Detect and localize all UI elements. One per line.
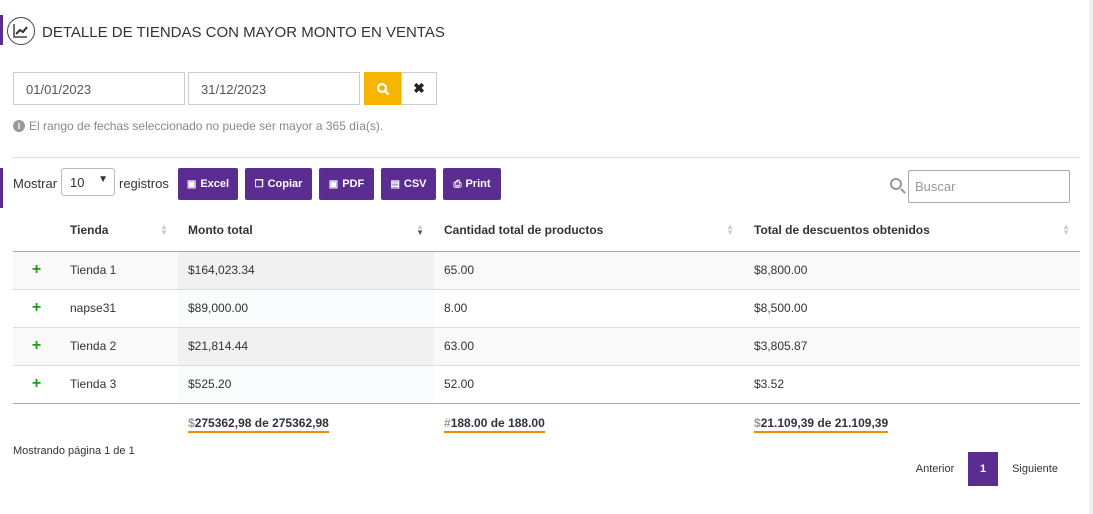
close-icon: ✖ [413,80,425,96]
csv-button[interactable]: ▤ CSV [381,168,436,200]
sort-desc-icon: ▲ ▼ [416,222,424,237]
cell-tienda: Tienda 2 [60,326,178,365]
search-icon [890,178,902,190]
cell-cantidad: 52.00 [434,364,744,403]
cell-cantidad: 65.00 [434,250,744,289]
column-header-cantidad[interactable]: Cantidad total de productos ▲ ▼ [434,210,744,252]
total-monto: $275362,98 de 275362,98 [178,402,434,443]
cell-descuentos: $8,800.00 [744,250,1080,289]
expand-plus-icon[interactable]: + [13,288,60,327]
total-descuentos: $21.109,39 de 21.109,39 [744,402,1080,443]
title-accent [0,15,3,45]
expand-column-header [13,210,60,252]
cell-tienda: Tienda 1 [60,250,178,289]
trend-chart-icon [7,17,35,45]
records-label: registros [119,176,169,191]
expand-plus-icon[interactable]: + [13,326,60,365]
copy-button[interactable]: ❐ Copiar [245,168,312,200]
pdf-label: PDF [342,178,365,190]
table-search-input[interactable]: Buscar [908,170,1070,203]
chevron-down-icon: ▼ [98,174,108,185]
cell-cantidad: 8.00 [434,288,744,327]
divider [13,157,1080,158]
scrollbar[interactable] [1089,0,1093,514]
pdf-file-icon: ▣ [328,178,339,190]
page-1-button[interactable]: 1 [968,452,998,486]
excel-file-icon: ▣ [186,178,197,190]
cell-monto: $164,023.34 [178,250,434,289]
search-icon [376,82,390,95]
show-label: Mostrar [13,176,58,191]
cell-cantidad: 63.00 [434,326,744,365]
search-button[interactable] [364,72,402,105]
column-header-monto[interactable]: Monto total ▲ ▼ [178,210,434,252]
table-row: + Tienda 2 $21,814.44 63.00 $3,805.87 [13,326,1080,365]
previous-page-button[interactable]: Anterior [915,463,955,475]
cell-descuentos: $8,500.00 [744,288,1080,327]
expand-plus-icon[interactable]: + [13,364,60,403]
page-size-value: 10 [70,175,85,190]
next-page-button[interactable]: Siguiente [1012,463,1058,475]
copy-icon: ❐ [254,178,264,190]
csv-file-icon: ▤ [390,178,400,190]
cell-tienda: Tienda 3 [60,364,178,403]
date-to-input[interactable]: 31/12/2023 [188,72,360,105]
total-cantidad: #188.00 de 188.00 [434,402,744,443]
excel-label: Excel [200,178,230,190]
print-label: Print [465,178,491,190]
pagination-info: Mostrando página 1 de 1 [13,445,135,457]
cell-tienda: napse31 [60,288,178,327]
clear-button[interactable]: ✖ [401,72,437,105]
print-button[interactable]: ⎙ Print [443,168,501,200]
column-header-tienda[interactable]: Tienda ▲ ▼ [60,210,178,252]
csv-label: CSV [403,178,427,190]
table-row: + napse31 $89,000.00 8.00 $8,500.00 [13,288,1080,327]
table-row: + Tienda 3 $525.20 52.00 $3.52 [13,364,1080,403]
sort-icon: ▲ ▼ [726,222,734,237]
table-row: + Tienda 1 $164,023.34 65.00 $8,800.00 [13,250,1080,289]
copy-label: Copiar [267,178,303,190]
page-size-select[interactable]: 10 ▼ [61,168,115,196]
excel-button[interactable]: ▣ Excel [178,168,238,200]
expand-plus-icon[interactable]: + [13,250,60,289]
sort-icon: ▲ ▼ [1062,222,1070,237]
column-header-descuentos[interactable]: Total de descuentos obtenidos ▲ ▼ [744,210,1080,252]
cell-monto: $89,000.00 [178,288,434,327]
date-from-input[interactable]: 01/01/2023 [13,72,185,105]
sort-icon: ▲ ▼ [160,222,168,237]
info-icon: i [13,120,25,132]
print-icon: ⎙ [453,178,462,190]
cell-descuentos: $3,805.87 [744,326,1080,365]
totals-row: $275362,98 de 275362,98 #188.00 de 188.0… [13,402,1080,443]
cell-monto: $525.20 [178,364,434,403]
pdf-button[interactable]: ▣ PDF [319,168,374,200]
info-text: El rango de fechas seleccionado no puede… [29,119,384,133]
cell-descuentos: $3.52 [744,364,1080,403]
cell-monto: $21,814.44 [178,326,434,365]
date-range-info: i El rango de fechas seleccionado no pued… [13,119,383,133]
page-title: DETALLE DE TIENDAS CON MAYOR MONTO EN VE… [42,24,445,41]
toolbar-accent [0,168,3,208]
stores-table: Tienda ▲ ▼ Monto total ▲ ▼ Cantidad total de… [13,210,1080,443]
